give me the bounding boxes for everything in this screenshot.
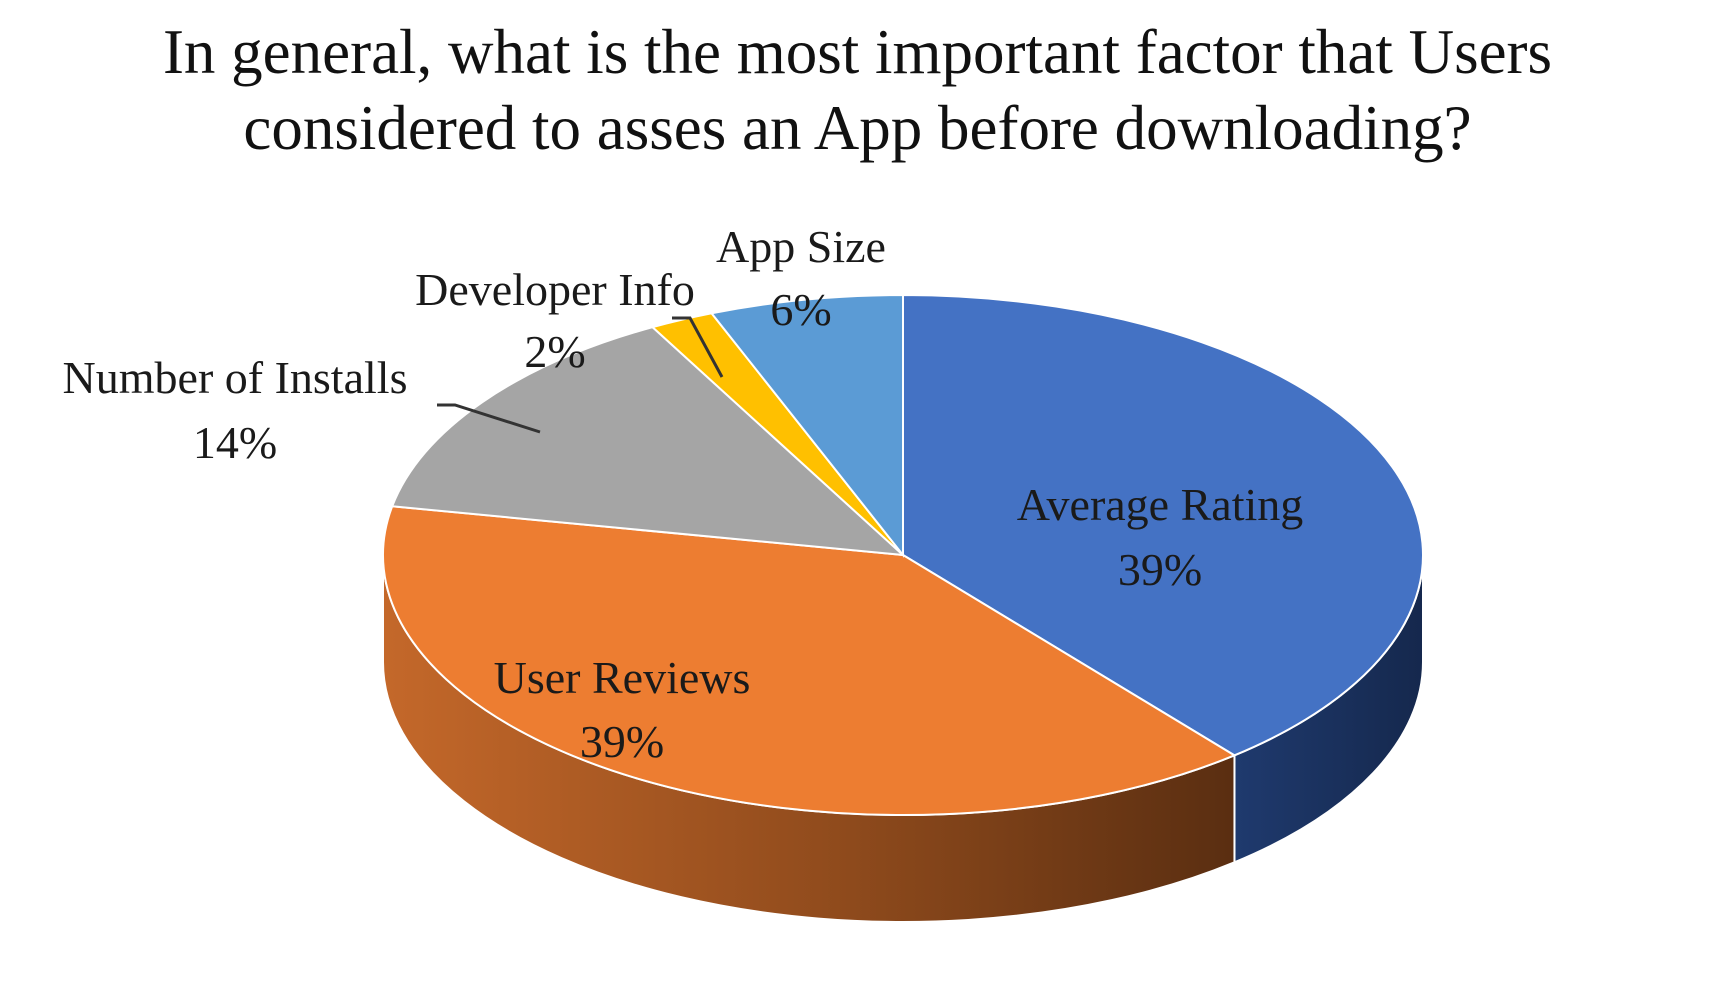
value-label-number-of-installs: 14% (193, 417, 277, 468)
chart-title-line-2: considered to asses an App before downlo… (243, 93, 1472, 163)
slice-user-reviews (382, 505, 1237, 816)
chart-title: In general, what is the most important f… (0, 14, 1715, 166)
leader-line-number-of-installs (437, 403, 541, 434)
value-label-developer-info: 2% (524, 326, 585, 377)
chart-title-line-1: In general, what is the most important f… (162, 17, 1553, 87)
leader-line-developer-info (672, 316, 724, 378)
slice-number-of-installs (390, 326, 906, 557)
value-label-average-rating: 39% (1118, 544, 1202, 595)
value-label-user-reviews: 39% (580, 716, 664, 767)
pie-slices (382, 293, 1424, 816)
label-developer-info: Developer Info (415, 264, 695, 315)
slice-average-rating (902, 293, 1424, 757)
label-user-reviews: User Reviews (494, 652, 751, 703)
value-label-app-size: 6% (770, 284, 831, 335)
label-number-of-installs: Number of Installs (63, 352, 408, 403)
label-average-rating: Average Rating (1017, 479, 1304, 530)
label-app-size: App Size (716, 221, 886, 272)
slice-labels: Average Rating 39% User Reviews 39% Number o… (63, 221, 1304, 767)
slice-app-size (709, 293, 904, 558)
leader-lines (437, 316, 724, 434)
